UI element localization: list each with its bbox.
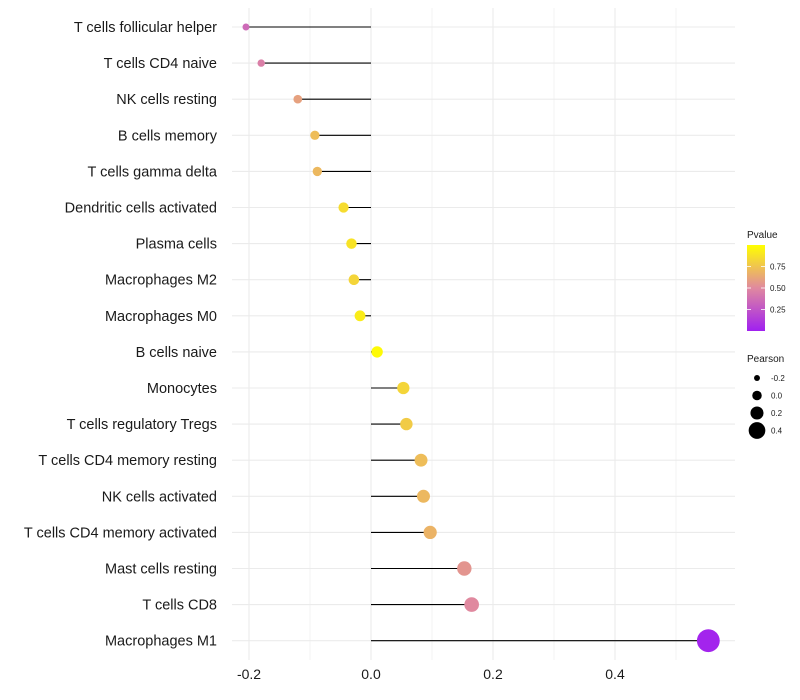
lollipop-point: [414, 453, 428, 467]
category-label: B cells naive: [136, 345, 217, 361]
lollipop-point: [242, 23, 250, 31]
pvalue-legend: Pvalue 0.25 0.50 0.75: [747, 230, 786, 331]
lollipop-point: [257, 59, 265, 67]
lollipop-point: [397, 381, 410, 395]
category-label: T cells CD8: [142, 598, 217, 614]
lollipop-point: [310, 130, 320, 140]
lollipop-point: [696, 629, 720, 653]
size-legend-label: 0.2: [771, 409, 783, 418]
lollipop-point: [312, 166, 322, 177]
colorbar-tick-label: 0.25: [770, 306, 786, 315]
x-tick-label: 0.0: [361, 666, 381, 682]
x-axis-tick-labels: -0.2 0.0 0.2 0.4: [237, 666, 625, 682]
size-legend-label: 0.0: [771, 392, 783, 401]
colorbar-tick-label: 0.50: [770, 284, 786, 293]
category-label: T cells regulatory Tregs: [67, 417, 217, 433]
lollipop-stems: [245, 26, 709, 642]
colorbar-tick-label: 0.75: [770, 263, 786, 272]
lollipop-point: [464, 597, 479, 612]
size-legend-key: [752, 390, 762, 401]
lollipop-point: [346, 238, 357, 249]
size-legend-label: 0.4: [771, 427, 783, 436]
category-label: T cells CD4 memory activated: [24, 525, 217, 541]
size-legend-key: [750, 406, 764, 420]
pearson-legend: Pearson -0.2 0.0 0.2 0.4: [747, 354, 785, 439]
lollipop-point: [416, 489, 430, 503]
category-label: T cells follicular helper: [74, 20, 217, 36]
category-labels: T cells follicular helper T cells CD4 nai…: [24, 20, 218, 650]
category-label: Macrophages M0: [105, 309, 217, 325]
category-label: Plasma cells: [136, 237, 217, 253]
x-tick-label: 0.4: [605, 666, 625, 682]
grid-lines: [232, 8, 735, 660]
category-label: Macrophages M2: [105, 273, 217, 289]
lollipop-points: [242, 23, 720, 653]
x-tick-label: -0.2: [237, 666, 261, 682]
category-label: Monocytes: [147, 381, 217, 397]
lollipop-point: [400, 417, 413, 431]
lollipop-point: [371, 346, 383, 358]
lollipop-point: [457, 561, 472, 576]
category-label: NK cells activated: [102, 489, 217, 505]
category-label: T cells CD4 naive: [104, 56, 217, 72]
category-label: Dendritic cells activated: [65, 201, 217, 217]
pearson-legend-title: Pearson: [747, 354, 784, 365]
category-label: T cells CD4 memory resting: [38, 453, 217, 469]
pvalue-legend-title: Pvalue: [747, 230, 778, 241]
category-label: Macrophages M1: [105, 634, 217, 650]
size-legend-key: [748, 422, 766, 439]
size-legend-key: [754, 375, 760, 381]
category-label: Mast cells resting: [105, 562, 217, 578]
pvalue-colorbar: [747, 245, 765, 331]
lollipop-point: [348, 274, 360, 286]
x-tick-label: 0.2: [483, 666, 503, 682]
category-label: NK cells resting: [116, 92, 217, 108]
category-label: B cells memory: [118, 128, 218, 144]
lollipop-point: [423, 525, 437, 540]
lollipop-point: [354, 310, 366, 322]
lollipop-point: [293, 94, 303, 104]
size-legend-label: -0.2: [771, 374, 785, 383]
category-label: T cells gamma delta: [88, 164, 218, 180]
lollipop-point: [338, 202, 349, 213]
